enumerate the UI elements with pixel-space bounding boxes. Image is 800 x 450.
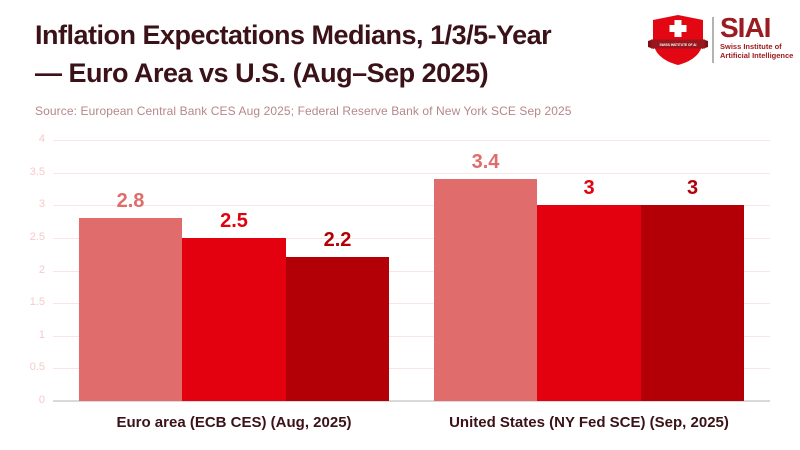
bar-value-label: 3 <box>583 177 595 200</box>
gridline <box>53 172 770 174</box>
bar-value-label: 2.5 <box>220 209 248 232</box>
logo-divider <box>712 17 714 63</box>
y-axis-tick-label: 0 <box>38 394 45 406</box>
page-title-line2: — Euro Area vs U.S. (Aug–Sep 2025) <box>35 58 489 88</box>
logo-tagline-line1: Swiss Institute of <box>720 42 782 51</box>
y-axis-tick-label: 2 <box>38 263 45 276</box>
bar-value-label: 3.4 <box>471 151 500 174</box>
y-axis-tick-label: 1 <box>38 328 45 341</box>
gridline <box>53 140 770 141</box>
bar-value-label: 3 <box>686 177 699 200</box>
swiss-shield-icon: SWISS INSTITUTE OF AI <box>648 15 708 65</box>
logo-wordmark: SIAI <box>720 12 771 43</box>
gridline <box>53 270 770 272</box>
y-axis-tick-label: 4 <box>38 133 45 145</box>
y-axis-tick-label: 2.5 <box>29 230 45 243</box>
source-note: Source: European Central Bank CES Aug 20… <box>35 104 572 118</box>
y-axis-tick-label: 1.5 <box>29 296 45 309</box>
bar-5-year-united-states <box>640 205 745 401</box>
x-axis-category-label: Euro area (ECB CES) (Aug, 2025) <box>116 414 352 431</box>
page-title: Inflation Expectations Medians, 1/3/5-Ye… <box>35 16 655 92</box>
gridline <box>53 368 770 370</box>
bar-value-label: 2.2 <box>323 229 352 252</box>
bar-3-year-euro-area <box>182 237 286 401</box>
page-title-line1: Inflation Expectations Medians, 1/3/5-Ye… <box>35 20 552 50</box>
gridline <box>53 335 770 337</box>
logo-tagline-line2: Artificial Intelligence <box>720 51 794 60</box>
gridline <box>53 303 770 305</box>
gridline <box>53 237 770 239</box>
x-axis-line <box>53 400 770 402</box>
y-axis-tick-label: 3 <box>38 198 45 211</box>
y-axis-tick-label: 3.5 <box>29 165 45 178</box>
bar-3-year-united-states <box>537 205 641 401</box>
bar-1-year-united-states <box>433 179 538 401</box>
logo-text: SIAI Swiss Institute of Artificial Intel… <box>720 14 793 66</box>
y-axis-tick-label: 0.5 <box>29 361 45 374</box>
svg-text:SWISS INSTITUTE OF AI: SWISS INSTITUTE OF AI <box>660 43 697 47</box>
bar-5-year-euro-area <box>285 257 390 401</box>
siai-logo: SWISS INSTITUTE OF AI SIAI Swiss Institu… <box>648 14 793 66</box>
bar-value-label: 2.8 <box>116 190 145 213</box>
shield-banner: SWISS INSTITUTE OF AI <box>648 39 708 49</box>
bar-chart: 0 0.5 1 1.5 2 2.5 3 3.5 4 2.8 2.5 2.2 Euro area (ECB… <box>0 130 800 450</box>
gridline <box>53 205 770 207</box>
bar-1-year-euro-area <box>78 218 183 401</box>
x-axis-category-label: United States (NY Fed SCE) (Sep, 2025) <box>449 414 729 431</box>
